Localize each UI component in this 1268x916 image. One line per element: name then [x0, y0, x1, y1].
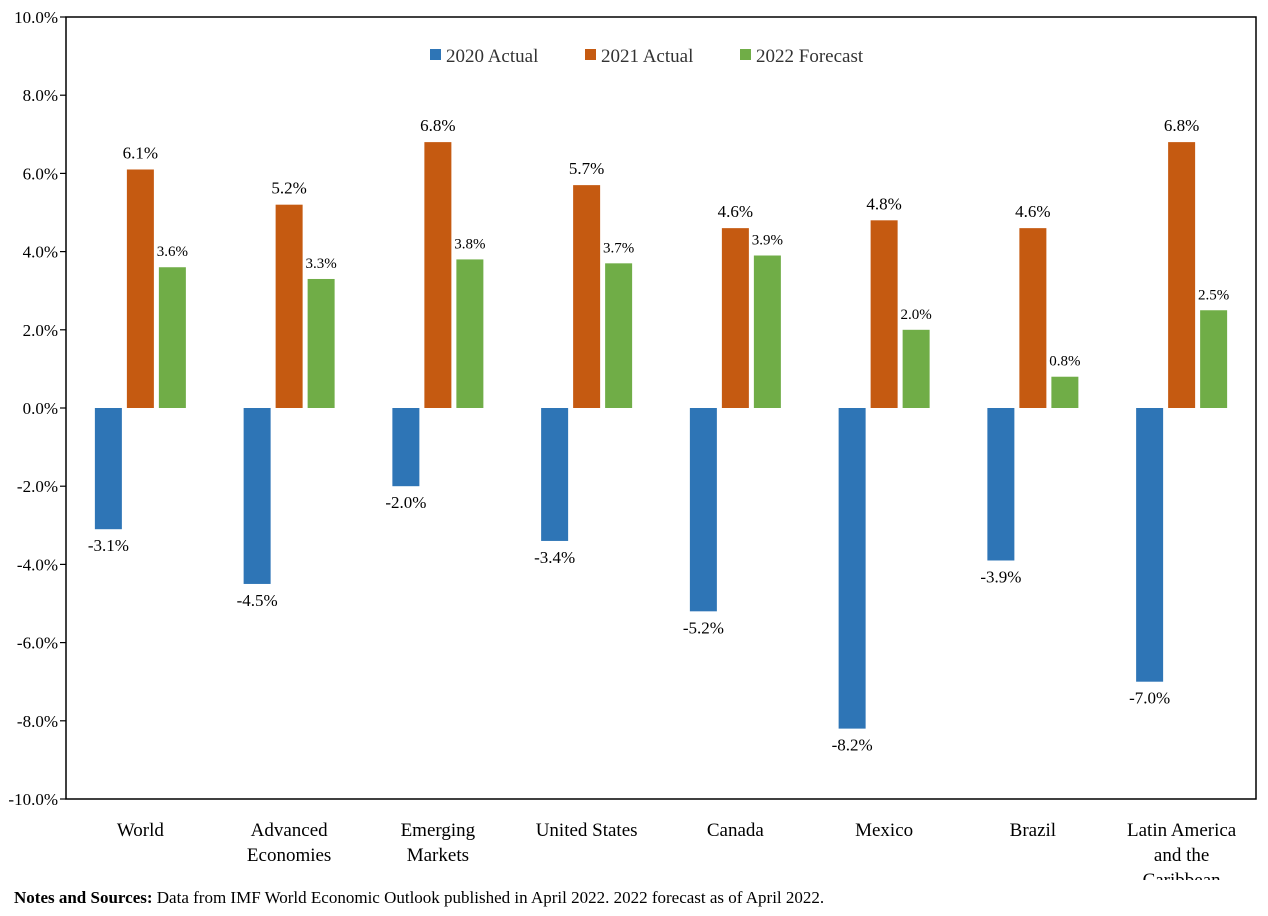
bars — [94, 142, 1228, 729]
data-labels: -3.1% 6.1% 3.6% -4.5% 5.2% 3.3% -2.0% 6.8% 3.8% -… — [88, 116, 1229, 755]
x-tick-label: Latin America — [1127, 820, 1237, 841]
x-tick-label: Advanced — [251, 820, 329, 841]
bar — [838, 408, 866, 729]
x-tick-label: United States — [536, 820, 638, 841]
data-label: -3.1% — [88, 536, 129, 555]
data-label: 4.6% — [718, 202, 753, 221]
y-tick-label: -4.0% — [17, 555, 58, 574]
legend-swatch — [585, 49, 596, 60]
notes-and-sources: Notes and Sources: Data from IMF World E… — [14, 888, 824, 908]
data-label: 2.5% — [1198, 287, 1229, 303]
legend-label: 2021 Actual — [601, 46, 693, 67]
bar — [721, 228, 749, 408]
bar — [392, 408, 420, 487]
x-tick-label: and the — [1154, 845, 1209, 866]
y-tick-label: -2.0% — [17, 477, 58, 496]
data-label: -7.0% — [1129, 689, 1170, 708]
legend-label: 2020 Actual — [446, 46, 538, 67]
data-label: -3.9% — [980, 567, 1021, 586]
data-label: -2.0% — [385, 493, 426, 512]
x-tick-label: Canada — [707, 820, 765, 841]
data-label: 6.8% — [420, 116, 455, 135]
y-tick-label: 8.0% — [23, 86, 58, 105]
data-label: 4.8% — [866, 194, 901, 213]
data-label: 2.0% — [901, 307, 932, 323]
data-label: 3.7% — [603, 240, 634, 256]
y-tick-label: 6.0% — [23, 164, 58, 183]
data-label: 6.8% — [1164, 116, 1199, 135]
legend-label: 2022 Forecast — [756, 46, 864, 67]
data-label: 3.8% — [454, 236, 485, 252]
plot-frame — [65, 16, 1257, 800]
bar — [1168, 142, 1196, 408]
bar — [573, 185, 601, 408]
bar — [1200, 310, 1228, 408]
legend: 2020 Actual 2021 Actual 2022 Forecast — [430, 46, 864, 67]
bar — [94, 408, 122, 530]
bar — [275, 204, 303, 408]
y-tick-label: -6.0% — [17, 634, 58, 653]
bar-chart: 10.0% 8.0% 6.0% 4.0% 2.0% 0.0% -2.0% -4.0% -6.0%… — [8, 8, 1257, 880]
notes-label: Notes and Sources: — [14, 888, 153, 907]
data-label: 5.2% — [271, 179, 306, 198]
y-tick-label: -8.0% — [17, 712, 58, 731]
legend-swatch — [740, 49, 751, 60]
bar — [1136, 408, 1164, 682]
data-label: 3.9% — [752, 233, 783, 249]
bar — [424, 142, 452, 408]
data-label: 5.7% — [569, 159, 604, 178]
bar — [456, 259, 484, 408]
bar — [753, 255, 781, 408]
y-axis: 10.0% 8.0% 6.0% 4.0% 2.0% 0.0% -2.0% -4.0% -6.0%… — [8, 8, 66, 809]
data-label: 3.6% — [157, 244, 188, 260]
x-tick-label: Mexico — [855, 820, 913, 841]
bar — [605, 263, 633, 408]
bar — [243, 408, 271, 584]
y-tick-label: -10.0% — [8, 790, 58, 809]
x-tick-label: World — [117, 820, 165, 841]
x-tick-label: Brazil — [1010, 820, 1056, 841]
data-label: -8.2% — [832, 736, 873, 755]
bar — [158, 267, 186, 408]
data-label: 0.8% — [1049, 354, 1080, 370]
x-axis-labels: World Advanced Economies Emerging Markets Uni… — [117, 820, 1237, 880]
bar — [307, 278, 335, 408]
data-label: 6.1% — [123, 143, 158, 162]
data-label: -5.2% — [683, 618, 724, 637]
notes-text: Data from IMF World Economic Outlook pub… — [152, 888, 825, 907]
y-tick-label: 10.0% — [14, 8, 58, 27]
x-tick-label: Markets — [407, 845, 469, 866]
y-tick-label: 2.0% — [23, 321, 58, 340]
legend-swatch — [430, 49, 441, 60]
bar — [689, 408, 717, 612]
y-tick-label: 0.0% — [23, 399, 58, 418]
data-label: -4.5% — [237, 591, 278, 610]
bar — [987, 408, 1015, 561]
bar — [541, 408, 569, 541]
bar — [1051, 376, 1079, 408]
data-label: -3.4% — [534, 548, 575, 567]
bar — [870, 220, 898, 408]
bar — [1019, 228, 1047, 408]
x-tick-label: Caribbean — [1143, 870, 1222, 880]
data-label: 3.3% — [306, 256, 337, 272]
x-tick-label: Economies — [247, 845, 331, 866]
y-tick-label: 4.0% — [23, 243, 58, 262]
bar — [126, 169, 154, 408]
x-tick-label: Emerging — [401, 820, 476, 841]
data-label: 4.6% — [1015, 202, 1050, 221]
bar — [902, 329, 930, 408]
